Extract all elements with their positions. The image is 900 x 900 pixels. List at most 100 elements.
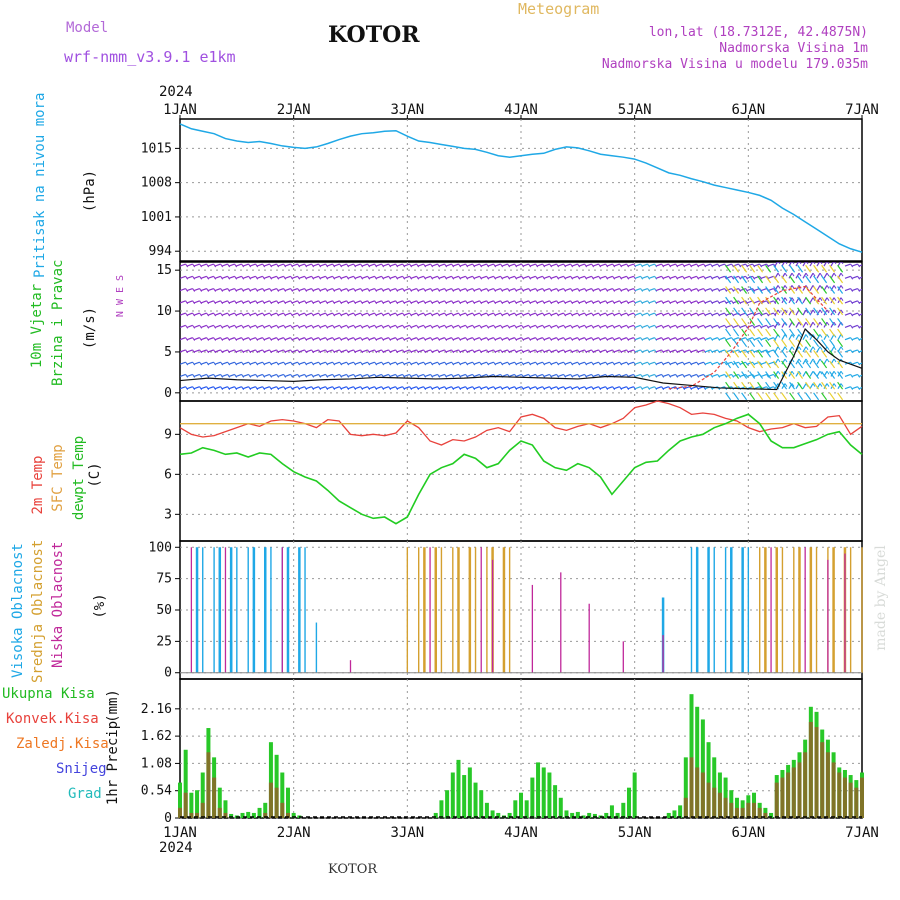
y-tick-label: 1008 xyxy=(141,176,172,191)
precip-conv-bar xyxy=(717,792,722,818)
precip-bar xyxy=(291,812,296,818)
precip-bar xyxy=(609,805,614,818)
x-tick-label-bottom: 6JAN xyxy=(731,825,765,841)
precip-bar xyxy=(490,810,495,818)
precip-conv-bar xyxy=(825,752,830,818)
precip-bar xyxy=(479,790,484,818)
model-label: Model xyxy=(66,20,109,36)
x-tick-label-bottom: 1JAN xyxy=(163,825,197,841)
precip-conv-bar xyxy=(195,812,200,818)
x-tick-label-top: 7JAN xyxy=(845,102,879,118)
precip-bar xyxy=(587,812,592,818)
precip-conv-bar xyxy=(263,812,268,818)
x-tick-label-bottom: 4JAN xyxy=(504,825,538,841)
model-elevation-label: Nadmorska Visina u modelu 179.035m xyxy=(601,57,868,72)
y-tick-label: 75 xyxy=(156,572,172,587)
precip-bar xyxy=(524,800,529,818)
y-tick-label: 1001 xyxy=(141,210,172,225)
precip-conv-bar xyxy=(831,762,836,818)
y-tick-label: 10 xyxy=(156,304,172,319)
precip-bar xyxy=(217,787,222,818)
precip-conv-bar xyxy=(820,742,825,818)
precip-conv-bar xyxy=(200,802,205,818)
precip-bar xyxy=(541,767,546,818)
precip-legend-grad: Grad xyxy=(68,786,102,802)
x-tick-label-top: 1JAN xyxy=(163,102,197,118)
precip-bar xyxy=(626,787,631,818)
precip-bar xyxy=(268,742,273,818)
precip-conv-bar xyxy=(183,792,188,818)
y-tick-label: 15 xyxy=(156,263,172,278)
precip-bar xyxy=(462,775,467,818)
precip-conv-bar xyxy=(706,782,711,818)
precip-bar xyxy=(223,800,228,818)
precip-conv-bar xyxy=(217,807,222,818)
precip-conv-bar xyxy=(223,812,228,818)
y-tick-label: 0 xyxy=(164,386,172,401)
precip-conv-bar xyxy=(178,807,182,818)
precip-conv-bar xyxy=(740,807,745,818)
precip-bar xyxy=(575,811,580,818)
year-bottom: 2024 xyxy=(159,840,193,856)
precip-legend-frz: Zaledj.Kisa xyxy=(16,736,109,752)
precip-bar xyxy=(473,782,478,818)
precip-bar xyxy=(439,800,444,818)
elevation-label: Nadmorska Visina 1m xyxy=(719,41,868,56)
precip-bar xyxy=(706,742,711,818)
precip-bar xyxy=(229,813,234,818)
precip-bar xyxy=(484,802,489,818)
wind-barbs xyxy=(180,262,862,401)
precip-bar xyxy=(285,787,290,818)
precip-conv-bar xyxy=(729,802,734,818)
y-tick-label: 25 xyxy=(156,634,172,649)
pressure-line xyxy=(179,123,863,253)
precip-bar xyxy=(683,757,688,818)
lonlat-label: lon,lat (18.7312E, 42.4875N) xyxy=(648,25,868,40)
precip-conv-bar xyxy=(206,752,211,818)
precip-bar xyxy=(251,812,256,818)
precip-bar xyxy=(240,812,245,818)
precip-bar xyxy=(178,782,182,818)
panel-frame xyxy=(179,400,863,542)
precip-bar xyxy=(445,790,450,818)
meteogram-title: Meteogram xyxy=(518,0,600,18)
precip-bar xyxy=(678,805,683,818)
precip-bar xyxy=(189,792,194,818)
precip-conv-bar xyxy=(797,762,802,818)
precip-bar xyxy=(666,812,671,818)
precip-conv-bar xyxy=(814,727,819,818)
precip-conv-bar xyxy=(786,772,791,818)
temp-dewpt-line xyxy=(179,413,863,525)
precip-bar xyxy=(615,812,620,818)
precip-bar xyxy=(553,785,558,818)
precip-bar xyxy=(564,810,569,818)
precip-conv-bar xyxy=(734,807,739,818)
precip-bar xyxy=(280,772,285,818)
wind-speed-line xyxy=(179,328,863,391)
precip-bar xyxy=(672,810,677,818)
y-tick-label: 9 xyxy=(164,427,172,442)
precip-bar xyxy=(195,790,200,818)
precip-bar xyxy=(689,694,694,818)
precip-bar xyxy=(547,772,552,818)
precip-bar xyxy=(604,812,609,818)
precip-bar xyxy=(246,811,251,818)
precip-bar xyxy=(700,719,705,818)
precip-bar xyxy=(433,812,438,818)
y-tick-label: 1.62 xyxy=(141,729,172,744)
precip-conv-bar xyxy=(842,777,847,818)
precip-conv-bar xyxy=(746,802,751,818)
precip-conv-bar xyxy=(791,767,796,818)
precip-conv-bar xyxy=(712,787,717,818)
precip-bar xyxy=(734,797,739,818)
precip-bar xyxy=(592,813,597,818)
precip-conv-bar xyxy=(854,787,859,818)
x-tick-label-bottom: 2JAN xyxy=(277,825,311,841)
footer-location: KOTOR xyxy=(328,862,378,877)
precip-conv-bar xyxy=(268,782,273,818)
precip-conv-bar xyxy=(212,777,217,818)
precip-bar xyxy=(513,800,518,818)
precip-bar xyxy=(456,759,461,818)
precip-bar xyxy=(257,807,262,818)
